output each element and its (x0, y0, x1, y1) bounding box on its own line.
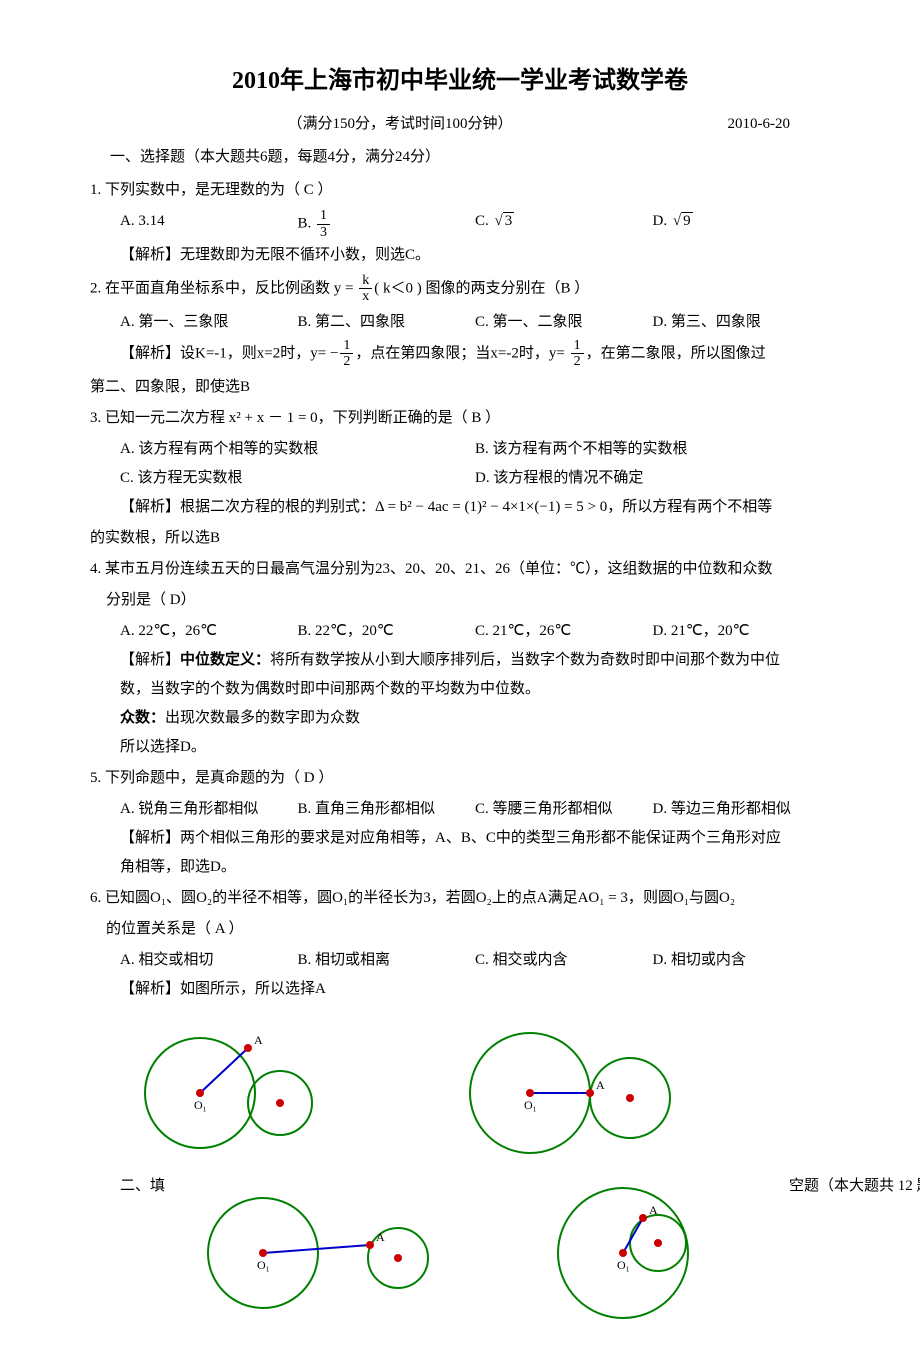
q4-opt-b: B. 22℃，20℃ (298, 618, 476, 645)
exam-date: 2010-6-20 (670, 111, 790, 138)
q4-stem: 4. 某市五月份连续五天的日最高气温分别为23、20、20、21、26（单位：℃… (90, 556, 830, 583)
page-title: 2010年上海市初中毕业统一学业考试数学卷 (90, 60, 830, 103)
q5-opt-d: D. 等边三角形都相似 (653, 796, 831, 823)
q2-opt-b: B. 第二、四象限 (298, 309, 476, 336)
q3-expl-formula: Δ = b² − 4ac = (1)² − 4×1×(−1) = 5 > 0 (375, 499, 607, 515)
section-2-left: 二、填 (120, 1173, 165, 1200)
svg-text:A: A (596, 1078, 605, 1092)
q4-explanation-2: 数，当数字的个数为偶数时即中间那两个数的平均数为中位数。 (120, 676, 830, 703)
q1-c-prefix: C. (475, 213, 493, 229)
fraction-1-2b: 12 (571, 338, 584, 370)
q4-explanation-3: 众数：出现次数最多的数字即为众数 (120, 705, 830, 732)
q3-expl-pre: 【解析】根据二次方程的根的判别式： (120, 499, 375, 515)
subtitle: （满分150分，考试时间100分钟） (130, 111, 670, 138)
q2-expl-pre: 【解析】设K=-1，则x=2时，y= − (120, 345, 338, 361)
q3-opt-d: D. 该方程根的情况不确定 (475, 465, 830, 492)
q2-expl-mid: ，点在第四象限；当x=-2时，y= (355, 345, 568, 361)
q3-explanation: 【解析】根据二次方程的根的判别式：Δ = b² − 4ac = (1)² − 4… (120, 494, 830, 521)
q5-opt-b: B. 直角三角形都相似 (298, 796, 476, 823)
svg-text:O₁: O₁ (617, 1258, 630, 1272)
q4-expl1-prefix: 【解析】 (120, 652, 180, 668)
q4-options: A. 22℃，26℃ B. 22℃，20℃ C. 21℃，26℃ D. 21℃，… (120, 618, 830, 645)
q3-explanation-line2: 的实数根，所以选B (90, 525, 830, 552)
section-2-right: 空题（本大题共 12 题，每 (789, 1173, 920, 1200)
q2-opt-a: A. 第一、三象限 (120, 309, 298, 336)
q4-expl3-text: 出现次数最多的数字即为众数 (165, 710, 360, 726)
q6-opt-b: B. 相切或相离 (298, 947, 476, 974)
svg-text:O₁: O₁ (194, 1098, 207, 1112)
q6-opt-c: C. 相交或内含 (475, 947, 653, 974)
diagram-tangent-internal: O₁ A (493, 1173, 773, 1323)
q1-opt-b: B. 13 (298, 208, 476, 240)
q2-expl-post: ，在第二象限，所以图像过 (586, 345, 766, 361)
q4-expl1-text: 将所有数学按从小到大顺序排列后，当数字个数为奇数时即中间那个数为中位 (270, 652, 780, 668)
sqrt-3: 3 (493, 208, 515, 235)
section-1-heading: 一、选择题（本大题共6题，每题4分，满分24分） (110, 144, 830, 171)
sqrt-9: 9 (671, 208, 693, 235)
diagram-tangent-external: O₁ A (440, 1013, 720, 1163)
svg-text:A: A (254, 1033, 263, 1047)
q4-explanation-4: 所以选择D。 (120, 734, 830, 761)
q1-opt-c: C. 3 (475, 208, 653, 240)
q6-stem: 6. 已知圆O₁、圆O₂的半径不相等，圆O₁的半径长为3，若圆O₂上的点A满足A… (90, 885, 830, 912)
q1-opt-d: D. 9 (653, 208, 831, 240)
q3-opt-b: B. 该方程有两个不相等的实数根 (475, 436, 830, 463)
q5-opt-c: C. 等腰三角形都相似 (475, 796, 653, 823)
q4-opt-c: C. 21℃，26℃ (475, 618, 653, 645)
q6-stem-line2: 的位置关系是（ A ） (106, 916, 830, 943)
q1-explanation: 【解析】无理数即为无限不循环小数，则选C。 (120, 242, 830, 269)
q3-options-row2: C. 该方程无实数根 D. 该方程根的情况不确定 (120, 465, 830, 492)
q4-expl1-bold: 中位数定义： (180, 652, 270, 668)
q6-explanation: 【解析】如图所示，所以选择A (120, 976, 830, 1003)
fraction-1-3: 13 (317, 208, 330, 240)
q1-options: A. 3.14 B. 13 C. 3 D. 9 (120, 208, 830, 240)
q6-diagrams: O₁A O₁A 二、填 O₁A O₁A 空题（本大题共 12 题，每 (120, 1013, 830, 1323)
diagram-intersect-2: O₁ A (173, 1173, 453, 1323)
q2-opt-c: C. 第一、二象限 (475, 309, 653, 336)
q5-options: A. 锐角三角形都相似 B. 直角三角形都相似 C. 等腰三角形都相似 D. 等… (120, 796, 830, 823)
q4-stem-line2: 分别是（ D） (106, 587, 830, 614)
q4-expl3-bold: 众数： (120, 710, 165, 726)
q3-opt-c: C. 该方程无实数根 (120, 465, 475, 492)
q2-explanation-line2: 第二、四象限，即使选B (90, 374, 830, 401)
q3-opt-a: A. 该方程有两个相等的实数根 (120, 436, 475, 463)
q3-stem: 3. 已知一元二次方程 x² + x － 1 = 0，下列判断正确的是（ B ） (90, 405, 830, 432)
q3-expl-post: ，所以方程有两个不相等 (607, 499, 772, 515)
diagram-intersect-1: O₁ A (120, 1013, 400, 1163)
q5-explanation-line2: 角相等，即选D。 (120, 854, 830, 881)
q4-opt-d: D. 21℃，20℃ (653, 618, 831, 645)
q2-explanation: 【解析】设K=-1，则x=2时，y= −12，点在第四象限；当x=-2时，y= … (120, 338, 830, 370)
q2-stem-pre: 2. 在平面直角坐标系中，反比例函数 y = (90, 280, 357, 296)
q1-stem: 1. 下列实数中，是无理数的为（ C ） (90, 177, 830, 204)
fraction-k-x: kx (359, 273, 372, 305)
q1-b-prefix: B. (298, 216, 316, 232)
q5-explanation: 【解析】两个相似三角形的要求是对应角相等，A、B、C中的类型三角形都不能保证两个… (120, 825, 830, 852)
q6-opt-d: D. 相切或内含 (653, 947, 831, 974)
svg-text:A: A (649, 1203, 658, 1217)
q2-opt-d: D. 第三、四象限 (653, 309, 831, 336)
q1-d-prefix: D. (653, 213, 671, 229)
q5-opt-a: A. 锐角三角形都相似 (120, 796, 298, 823)
q2-stem-post: ( k＜0 ) 图像的两支分别在（B ） (374, 280, 589, 296)
svg-text:O₁: O₁ (257, 1258, 270, 1272)
q6-opt-a: A. 相交或相切 (120, 947, 298, 974)
q6-options: A. 相交或相切 B. 相切或相离 C. 相交或内含 D. 相切或内含 (120, 947, 830, 974)
svg-text:A: A (376, 1230, 385, 1244)
q1-opt-a: A. 3.14 (120, 208, 298, 240)
q5-stem: 5. 下列命题中，是真命题的为（ D ） (90, 765, 830, 792)
svg-text:O₁: O₁ (524, 1098, 537, 1112)
subtitle-row: （满分150分，考试时间100分钟） 2010-6-20 (90, 111, 830, 138)
fraction-1-2a: 12 (340, 338, 353, 370)
q2-stem: 2. 在平面直角坐标系中，反比例函数 y = kx( k＜0 ) 图像的两支分别… (90, 273, 830, 305)
q4-explanation-1: 【解析】中位数定义：将所有数学按从小到大顺序排列后，当数字个数为奇数时即中间那个… (120, 647, 830, 674)
q4-opt-a: A. 22℃，26℃ (120, 618, 298, 645)
q2-options: A. 第一、三象限 B. 第二、四象限 C. 第一、二象限 D. 第三、四象限 (120, 309, 830, 336)
q3-options-row1: A. 该方程有两个相等的实数根 B. 该方程有两个不相等的实数根 (120, 436, 830, 463)
